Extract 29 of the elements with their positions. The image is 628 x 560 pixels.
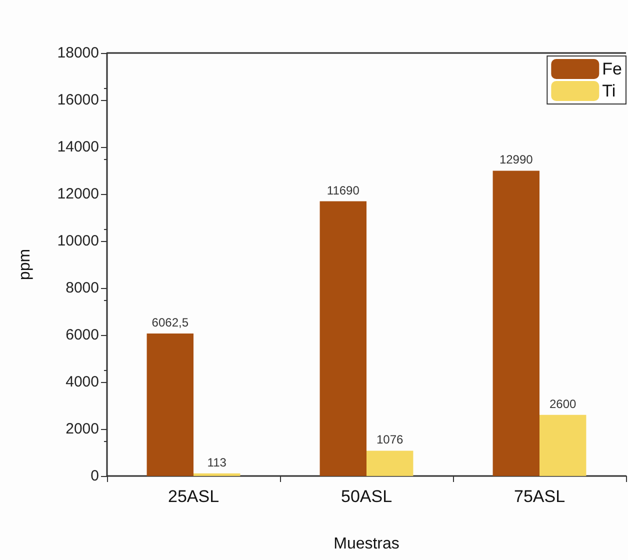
x-tick-label: 50ASL (340, 487, 392, 506)
x-tick-label: 25ASL (168, 487, 220, 506)
y-tick-label: 14000 (57, 138, 99, 156)
data-label: 2600 (550, 396, 577, 411)
y-axis-title: ppm (16, 248, 34, 280)
y-tick-label: 8000 (66, 280, 99, 296)
data-label: 113 (207, 455, 227, 470)
data-label: 11690 (326, 183, 360, 198)
data-label: 12990 (499, 152, 534, 167)
data-label: 1076 (376, 432, 404, 447)
y-tick-label: 2000 (66, 420, 99, 438)
y-tick-label: 18000 (57, 44, 99, 62)
y-tick-label: 12000 (57, 186, 99, 202)
data-label: 6062,5 (152, 316, 189, 330)
legend-label: Fe (602, 60, 622, 78)
y-tick-label: 10000 (57, 232, 99, 250)
bar (366, 450, 414, 476)
bar (492, 170, 540, 476)
legend-label: Ti (602, 82, 616, 100)
bar (146, 334, 194, 476)
y-tick-label: 0 (90, 468, 99, 484)
x-tick-label: 75ASL (514, 487, 566, 506)
y-tick-label: 16000 (57, 92, 99, 108)
bar (540, 414, 586, 476)
x-axis-title: Muestras (334, 536, 400, 552)
bar (320, 201, 366, 476)
y-tick-label: 4000 (66, 374, 99, 390)
bar (194, 473, 240, 476)
y-tick-label: 6000 (66, 326, 99, 344)
